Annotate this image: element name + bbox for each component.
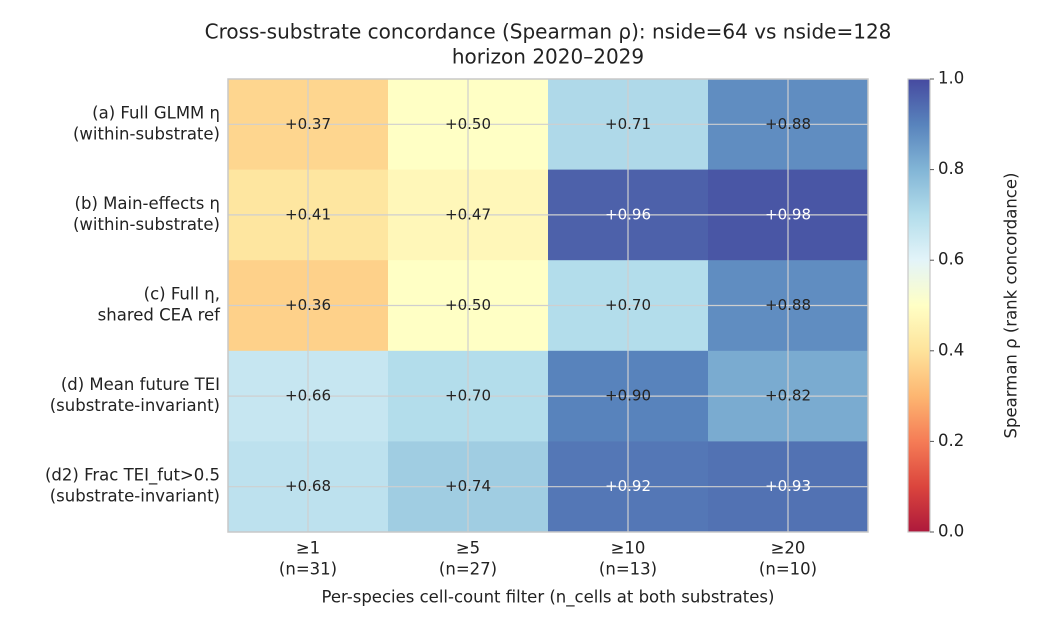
plot-frame bbox=[227, 78, 869, 533]
cell-label: +0.93 bbox=[765, 477, 811, 495]
y-tick-label: (d2) Frac TEI_fut>0.5 bbox=[45, 466, 220, 486]
x-tick-label: (n=31) bbox=[279, 560, 337, 579]
cell-label: +0.71 bbox=[605, 115, 651, 133]
x-tick-label: (n=10) bbox=[759, 560, 817, 579]
colorbar bbox=[907, 78, 931, 533]
cell-label: +0.88 bbox=[765, 296, 811, 314]
cell-label: +0.50 bbox=[445, 115, 491, 133]
y-tick-label: (b) Main-effects η bbox=[75, 194, 220, 213]
x-tick-label: ≥1 bbox=[296, 539, 320, 558]
cell-label: +0.68 bbox=[285, 477, 331, 495]
cell-label: +0.96 bbox=[605, 205, 651, 223]
x-axis-label: Per-species cell-count filter (n_cells a… bbox=[322, 588, 775, 608]
cell-label: +0.47 bbox=[445, 205, 491, 223]
x-tick-label: ≥5 bbox=[456, 539, 480, 558]
cell-label: +0.37 bbox=[285, 115, 331, 133]
cell-label: +0.36 bbox=[285, 296, 331, 314]
y-tick-label: (a) Full GLMM η bbox=[92, 103, 220, 122]
colorbar-label: Spearman ρ (rank concordance) bbox=[1002, 173, 1021, 439]
colorbar-tick-label: 0.2 bbox=[938, 431, 964, 450]
colorbar-tick-label: 0.4 bbox=[938, 340, 964, 359]
x-tick-label: (n=13) bbox=[599, 560, 657, 579]
colorbar-tick-label: 0.6 bbox=[938, 250, 964, 269]
y-tick-label: (substrate-invariant) bbox=[50, 487, 220, 506]
y-tick-label: (c) Full η, bbox=[144, 285, 220, 304]
x-tick-label: ≥20 bbox=[771, 539, 806, 558]
x-tick-label: ≥10 bbox=[611, 539, 646, 558]
y-tick-label: (within-substrate) bbox=[73, 124, 220, 143]
y-tick-label: (within-substrate) bbox=[73, 215, 220, 234]
cell-label: +0.88 bbox=[765, 115, 811, 133]
y-tick-label: shared CEA ref bbox=[98, 306, 222, 325]
cell-label: +0.82 bbox=[765, 387, 811, 405]
y-tick-label: (d) Mean future TEI bbox=[61, 375, 220, 394]
chart-subtitle: horizon 2020–2029 bbox=[452, 45, 644, 69]
x-tick-label: (n=27) bbox=[439, 560, 497, 579]
y-tick-label: (substrate-invariant) bbox=[50, 396, 220, 415]
colorbar-tick-label: 1.0 bbox=[938, 69, 964, 88]
cell-label: +0.74 bbox=[445, 477, 491, 495]
cell-label: +0.66 bbox=[285, 387, 331, 405]
colorbar-tick-label: 0.0 bbox=[938, 522, 964, 541]
cell-label: +0.70 bbox=[605, 296, 651, 314]
cell-label: +0.90 bbox=[605, 387, 651, 405]
cell-label: +0.92 bbox=[605, 477, 651, 495]
cell-label: +0.41 bbox=[285, 205, 331, 223]
chart-title: Cross-substrate concordance (Spearman ρ)… bbox=[205, 20, 892, 44]
cell-label: +0.70 bbox=[445, 387, 491, 405]
cell-label: +0.98 bbox=[765, 205, 811, 223]
colorbar-tick-label: 0.8 bbox=[938, 159, 964, 178]
cell-label: +0.50 bbox=[445, 296, 491, 314]
